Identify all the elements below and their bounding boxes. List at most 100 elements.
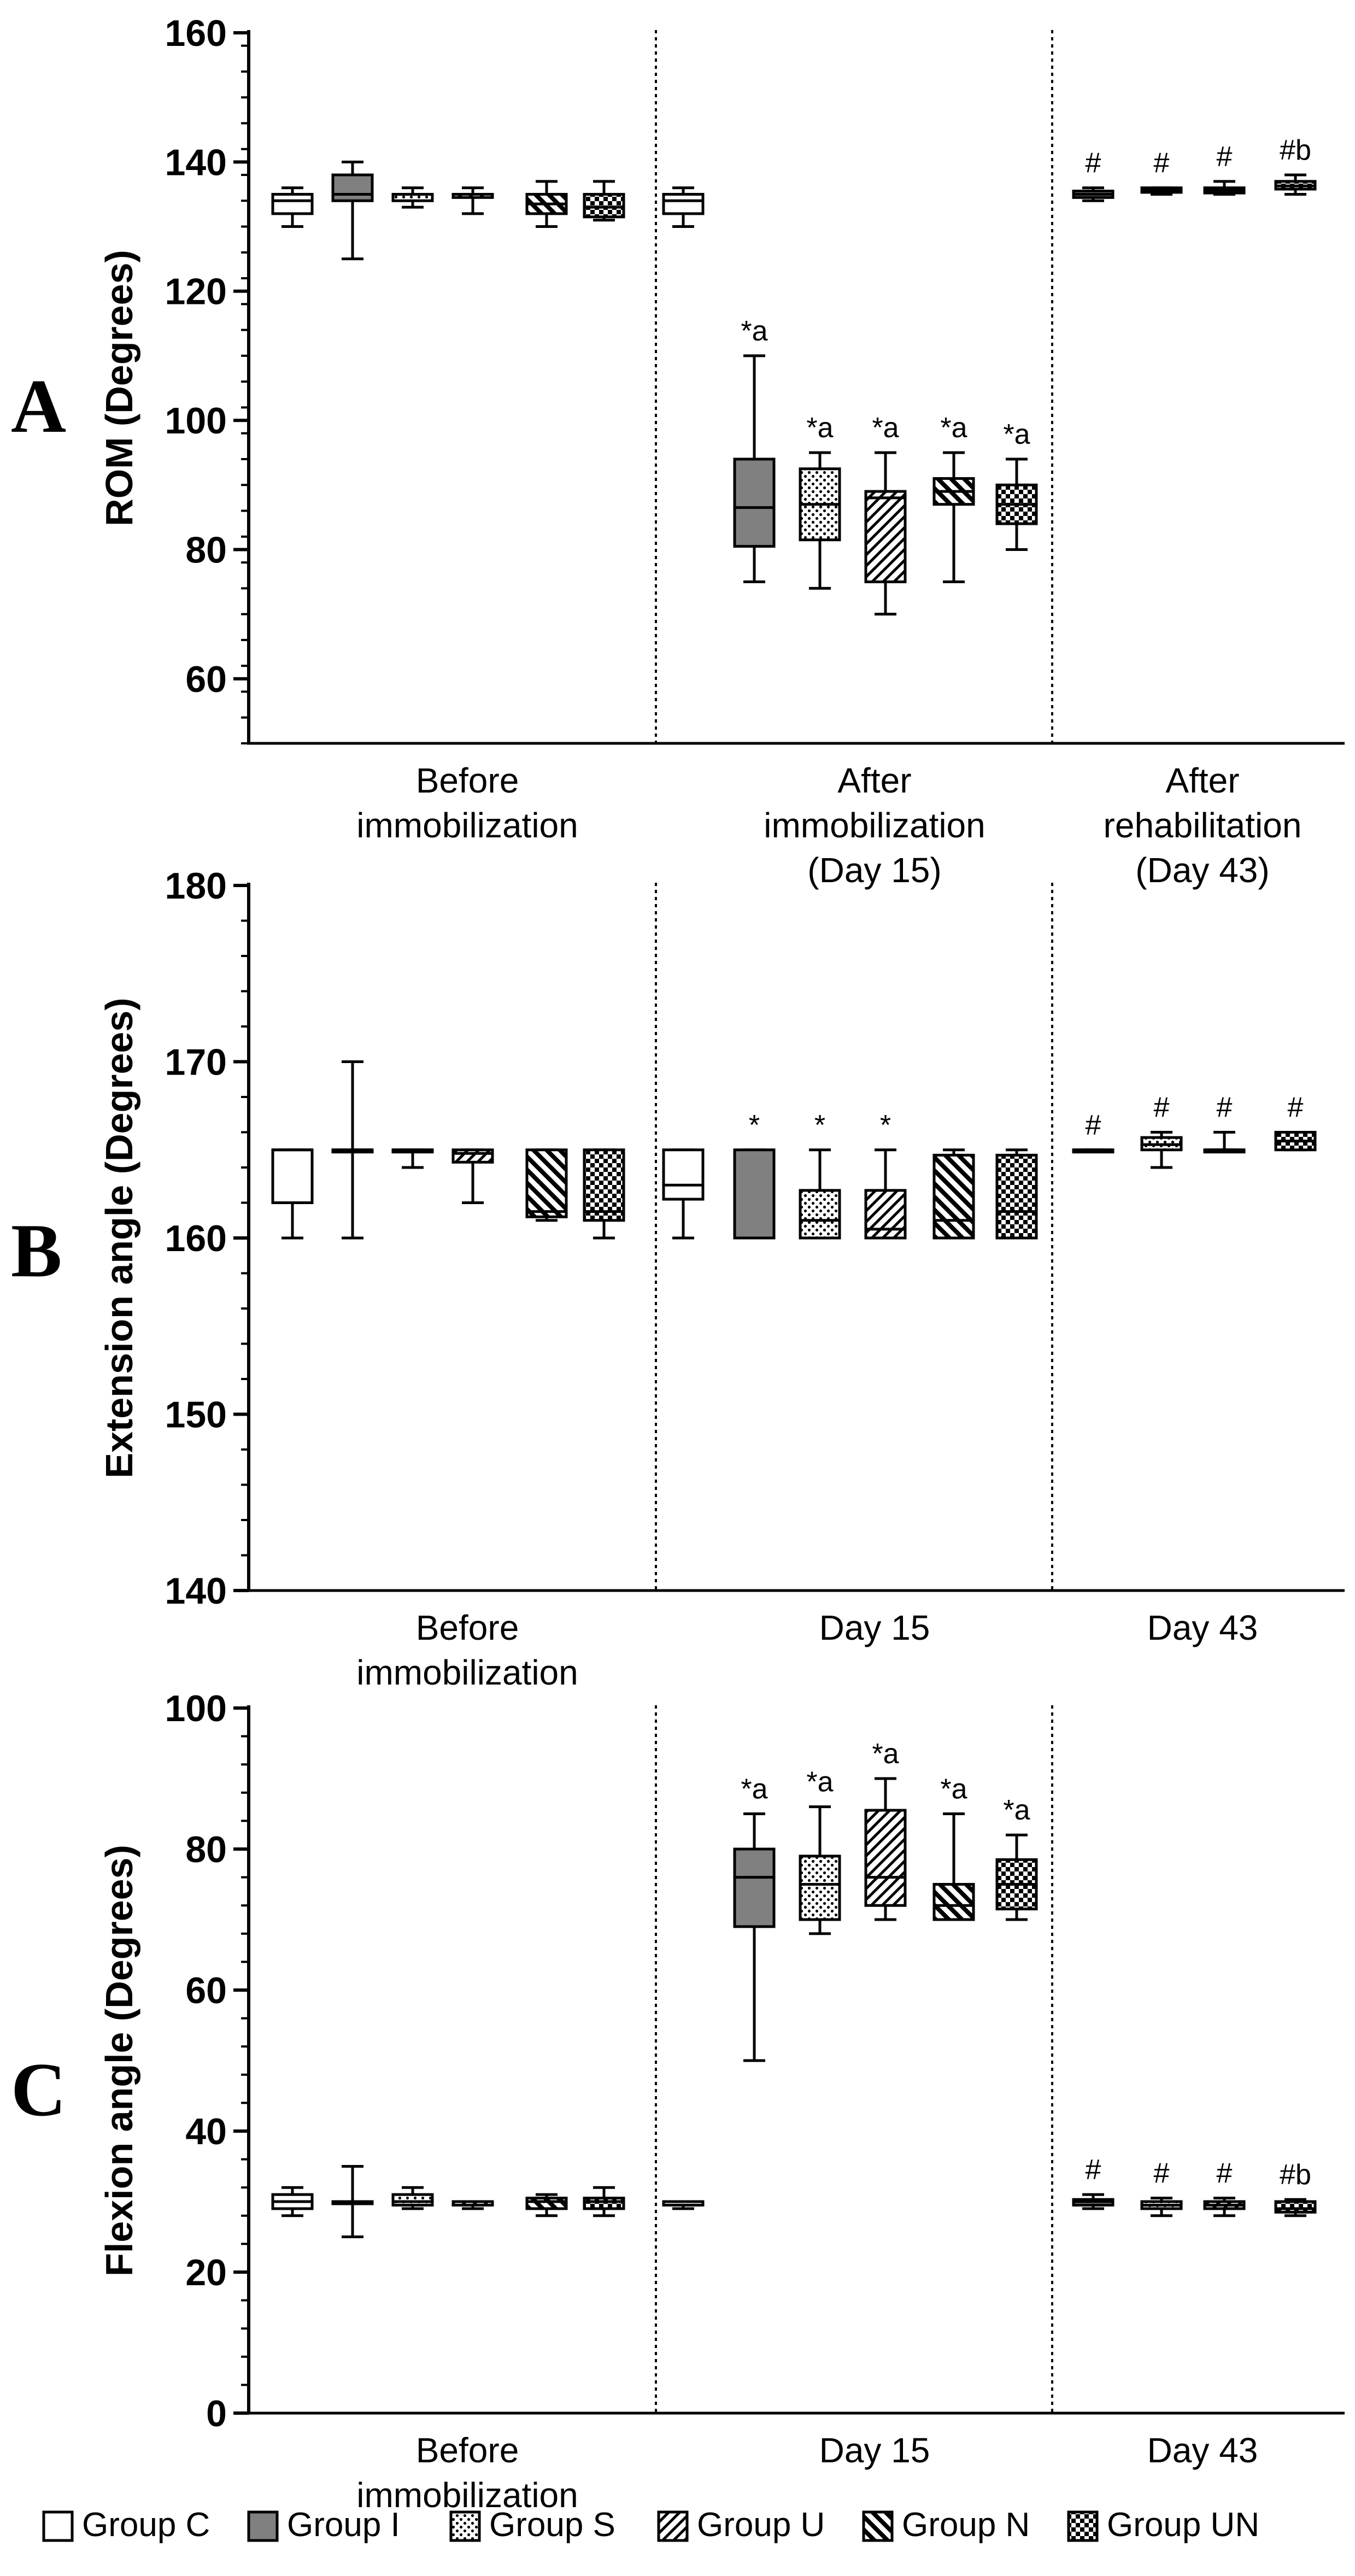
box-body (271, 1148, 314, 1204)
legend-item-group-s: Group S (449, 2506, 615, 2544)
significance-label: # (1217, 1092, 1233, 1124)
box-group-un: # (1274, 1092, 1317, 1152)
y-tick-label: 160 (165, 13, 227, 54)
box-body (525, 1148, 568, 1218)
significance-label: # (1086, 148, 1101, 179)
y-tick-label: 100 (165, 1688, 227, 1729)
charts-container: 60 80 100 120 140 160 ROM (Degrees) Before immob… (98, 13, 1345, 2515)
y-tick-label: 40 (185, 2111, 227, 2152)
significance-label: *a (806, 1767, 833, 1798)
category-label: After (837, 761, 911, 800)
box-group-c (271, 2186, 314, 2217)
box-group-n (525, 2193, 568, 2217)
significance-label: *a (940, 1774, 967, 1805)
category-label: immobilization (356, 1653, 578, 1692)
box-group-s (391, 2186, 434, 2210)
box-group-c (271, 186, 314, 228)
box-group-u: *a (864, 1738, 907, 1921)
box-group-u: # (1203, 1092, 1246, 1154)
y-tick-label: 0 (206, 2393, 227, 2434)
box-body (864, 1189, 907, 1240)
box-body (932, 1883, 975, 1921)
category-label: Day 15 (819, 2431, 930, 2470)
legend-label: Group C (82, 2506, 210, 2544)
significance-label: # (1154, 1092, 1170, 1124)
panel-b: 140 150 160 170 180 Extension angle (Degrees)… (98, 865, 1345, 1692)
y-tick-label: 170 (165, 1042, 227, 1083)
significance-label: *a (872, 1738, 899, 1770)
category-label: (Day 15) (807, 850, 941, 890)
legend-swatch (657, 2510, 689, 2542)
box-group-u: * (864, 1110, 907, 1240)
box-group-un: #b (1274, 2159, 1317, 2217)
legend: Group C Group I Group S Group U Group N Group… (42, 2506, 1259, 2544)
y-tick-label: 150 (165, 1394, 227, 1436)
box-group-n: *a (932, 412, 975, 584)
box-group-i (331, 1060, 374, 1240)
significance-label: # (1217, 141, 1233, 173)
box-group-i: # (1072, 1110, 1114, 1154)
significance-label: *a (806, 412, 833, 444)
significance-label: *a (741, 315, 767, 347)
legend-item-group-u: Group U (657, 2506, 825, 2544)
box-group-i (331, 2165, 374, 2238)
legend-swatch (449, 2510, 481, 2542)
y-tick-label: 80 (185, 529, 227, 571)
panel-letter-b: B (11, 1208, 62, 1293)
significance-label: * (814, 1110, 825, 1141)
box-group-c (271, 1148, 314, 1240)
box-body (583, 192, 625, 219)
box-body (995, 1153, 1038, 1240)
box-group-un: *a (995, 419, 1038, 551)
box-group-u: # (1203, 141, 1246, 196)
box-group-s (391, 186, 434, 209)
box-group-i: * (733, 1110, 776, 1240)
significance-label: # (1154, 2158, 1170, 2190)
box-group-n (525, 180, 568, 228)
y-tick-label: 60 (185, 659, 227, 700)
significance-label: # (1217, 2158, 1233, 2190)
y-tick-label: 160 (165, 1218, 227, 1259)
box-body (799, 1855, 841, 1921)
significance-label: # (1288, 1092, 1304, 1124)
y-axis-label: Flexion angle (Degrees) (98, 1845, 140, 2276)
significance-label: # (1086, 1110, 1101, 1141)
category-label: immobilization (356, 2475, 578, 2515)
box-body (525, 2197, 568, 2210)
box-body (331, 173, 374, 202)
box-group-c (662, 186, 705, 228)
box-group-u: # (1203, 2158, 1246, 2217)
legend-label: Group N (902, 2506, 1030, 2544)
y-tick-label: 80 (185, 1829, 227, 1870)
panel-c: 0 20 40 60 80 100 Flexion angle (Degrees) Befor… (98, 1688, 1345, 2515)
significance-label: *a (872, 412, 899, 444)
box-body (864, 1809, 907, 1907)
category-label: Day 43 (1147, 1608, 1258, 1647)
y-axis-label: ROM (Degrees) (98, 250, 140, 526)
box-body (733, 457, 776, 548)
legend-label: Group S (489, 2506, 615, 2544)
box-group-u (451, 186, 494, 215)
legend-label: Group UN (1107, 2506, 1259, 2544)
box-group-s (391, 1148, 434, 1169)
box-body (662, 192, 705, 215)
panel-a: 60 80 100 120 140 160 ROM (Degrees) Before immob… (98, 13, 1345, 890)
legend-swatch (862, 2510, 894, 2542)
y-tick-label: 140 (165, 142, 227, 183)
box-group-i (331, 160, 374, 261)
y-tick-label: 60 (185, 1970, 227, 2011)
legend-label: Group I (287, 2506, 400, 2544)
y-tick-label: 140 (165, 1570, 227, 1612)
box-group-u (451, 2200, 494, 2210)
category-label: Day 15 (819, 1608, 930, 1647)
box-body (451, 1148, 494, 1164)
category-label: immobilization (764, 806, 985, 845)
box-body (1274, 2200, 1317, 2214)
box-group-i: # (1072, 148, 1114, 202)
box-group-n (932, 1148, 975, 1240)
box-body (583, 1148, 625, 1222)
significance-label: #b (1280, 2159, 1311, 2191)
box-group-s: # (1140, 2158, 1183, 2217)
category-label: Before (416, 2431, 519, 2470)
category-label: Before (416, 761, 519, 800)
